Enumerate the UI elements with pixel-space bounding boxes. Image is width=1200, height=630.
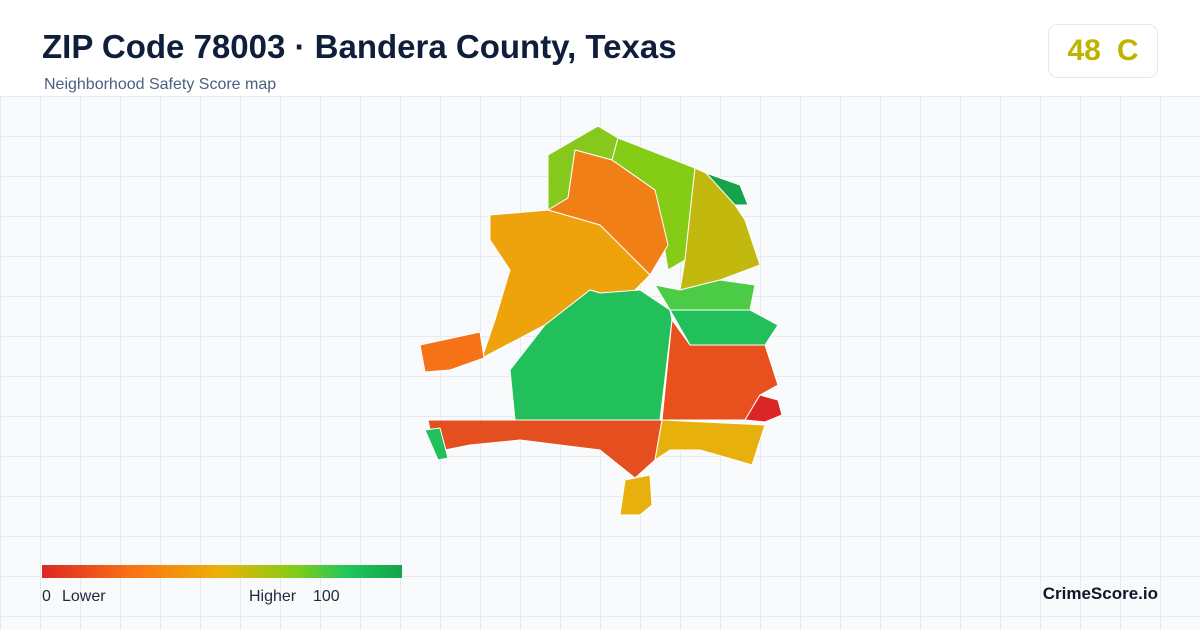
header: ZIP Code 78003 · Bandera County, Texas N… — [0, 0, 1200, 96]
region — [679, 167, 761, 291]
legend-max-label: Higher — [249, 588, 297, 605]
legend-gradient — [42, 565, 402, 578]
subtitle: Neighborhood Safety Score map — [44, 76, 277, 93]
region — [661, 319, 779, 421]
brand: CrimeScore.io — [1042, 584, 1158, 603]
region — [744, 394, 783, 423]
region — [427, 419, 663, 479]
region — [419, 331, 485, 373]
legend-min-label: Lower — [62, 588, 106, 605]
legend-max: 100 — [313, 588, 340, 605]
score-grade: C — [1116, 34, 1139, 67]
region — [654, 279, 756, 311]
region — [669, 309, 779, 346]
title: ZIP Code 78003 · Bandera County, Texas — [42, 28, 677, 65]
score-value: 48 — [1067, 34, 1101, 67]
region — [424, 427, 449, 461]
region — [654, 419, 766, 466]
score-badge: 48 C — [1048, 24, 1158, 78]
legend-min: 0 — [42, 588, 51, 605]
region — [619, 474, 653, 516]
